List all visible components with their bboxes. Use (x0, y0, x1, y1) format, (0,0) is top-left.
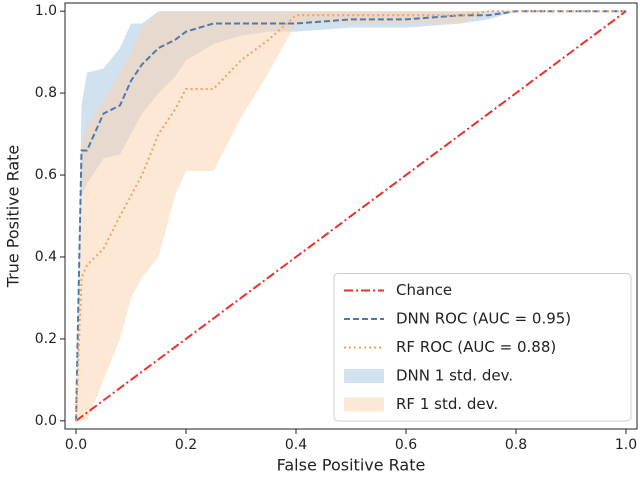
y-tick-label: 0.0 (35, 413, 57, 429)
roc-line (75, 10, 626, 421)
legend-box (333, 273, 632, 422)
x-axis-label: False Positive Rate (277, 456, 426, 475)
legend-swatch (344, 397, 384, 412)
x-tick-label: 0.2 (175, 437, 197, 453)
y-axis-label: True Positive Rate (4, 145, 23, 289)
legend-swatch (344, 369, 384, 383)
y-tick-label: 0.4 (35, 249, 57, 265)
legend-label: RF ROC (AUC = 0.88) (396, 338, 556, 356)
legend-label: Chance (396, 281, 452, 299)
std-band (76, 11, 626, 421)
y-tick-label: 0.8 (35, 85, 57, 101)
legend-label: DNN 1 std. dev. (396, 367, 513, 385)
x-tick-label: 1.0 (615, 437, 637, 453)
roc-line (75, 10, 627, 422)
x-tick-label: 0.0 (65, 437, 87, 453)
x-tick-label: 0.8 (505, 437, 527, 453)
legend-label: DNN ROC (AUC = 0.95) (396, 310, 571, 328)
y-tick-label: 1.0 (35, 3, 57, 19)
std-band (76, 11, 626, 421)
y-tick-label: 0.6 (35, 167, 57, 183)
x-tick-label: 0.4 (285, 437, 307, 453)
y-tick-label: 0.2 (35, 331, 57, 347)
legend-label: RF 1 std. dev. (396, 395, 498, 413)
plot-frame (64, 2, 638, 430)
x-tick-label: 0.6 (395, 437, 417, 453)
